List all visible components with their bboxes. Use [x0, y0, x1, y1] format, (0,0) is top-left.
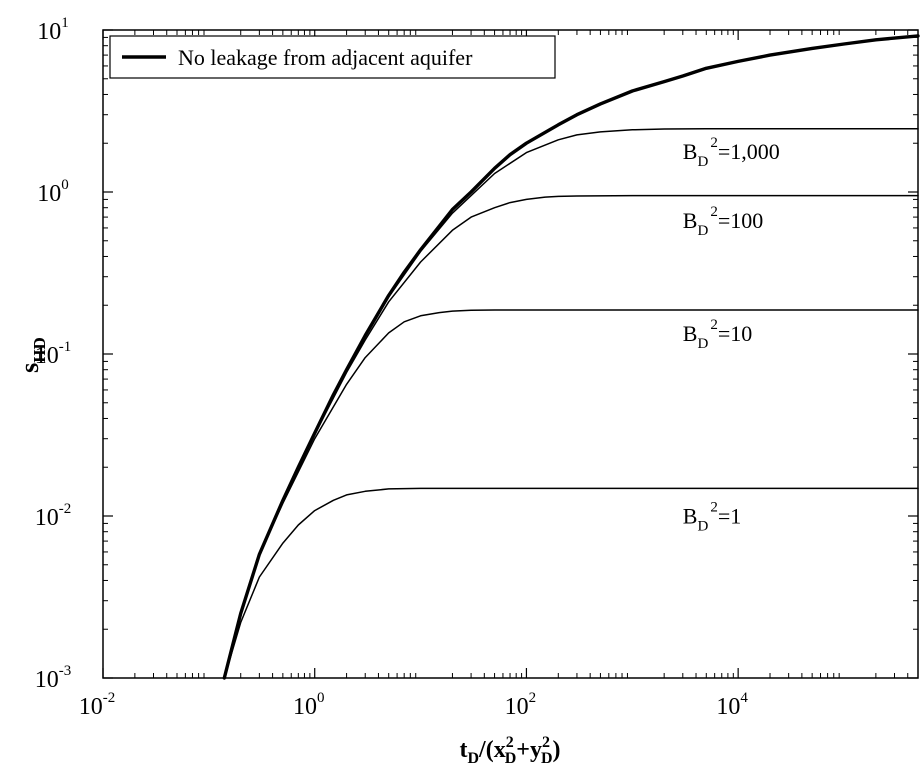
x-tick-label: 102: [505, 690, 537, 720]
curve-labels: BD2=1,000 BD2=100 BD2=10 BD2=1: [683, 135, 780, 534]
x-tick-label: 104: [716, 690, 748, 720]
y-tick-label: 10-3: [35, 663, 72, 693]
y-tick-label: 10-1: [35, 339, 72, 369]
series-group: [222, 34, 920, 680]
x-tick-label: 10-2: [79, 690, 116, 720]
plot-area: [102, 29, 919, 679]
y-tick-label: 100: [37, 177, 69, 207]
y-axis-label: sHD: [15, 337, 49, 373]
curve-label-0: BD2=1,000: [683, 135, 780, 170]
series-line-4: [223, 487, 919, 679]
x-axis-label: tD/(x2 D+y2 D): [459, 734, 560, 767]
legend-box: [109, 35, 556, 79]
curve-label-3: BD2=1: [683, 499, 741, 534]
y-tick-label: 10-2: [35, 501, 72, 531]
x-tick-label: 100: [293, 690, 325, 720]
series-line-3: [223, 309, 919, 679]
series-line-2: [223, 194, 919, 679]
y-tick-label: 101: [37, 15, 69, 45]
curve-label-1: BD2=100: [683, 204, 763, 239]
curve-label-2: BD2=10: [683, 317, 752, 352]
legend: No leakage from adjacent aquifer: [109, 35, 556, 79]
legend-label-no-leakage: No leakage from adjacent aquifer: [178, 45, 473, 70]
